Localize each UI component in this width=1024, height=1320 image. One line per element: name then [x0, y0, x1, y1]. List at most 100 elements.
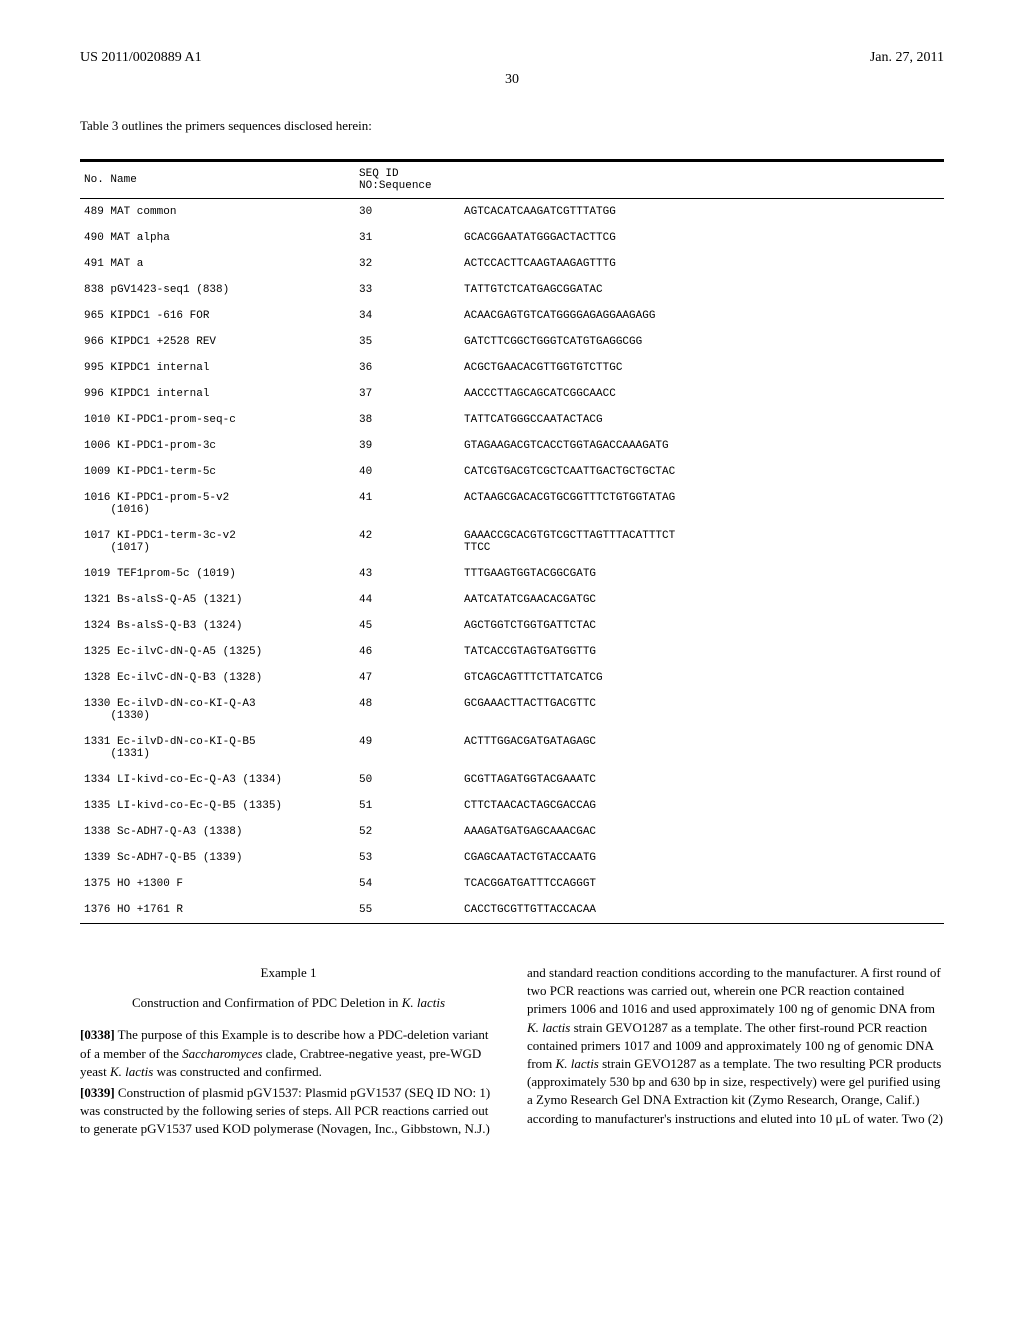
cell-sequence: GAAACCGCACGTGTCGCTTAGTTTACATTTCTTTCC [460, 523, 944, 561]
table-row: 995 KIPDC1 internal36ACGCTGAACACGTTGGTGT… [80, 355, 944, 381]
cell-no-name: 1334 LI-kivd-co-Ec-Q-A3 (1334) [80, 767, 355, 793]
table-row: 838 pGV1423-seq1 (838)33TATTGTCTCATGAGCG… [80, 277, 944, 303]
cell-seq-id: 43 [355, 561, 460, 587]
cell-sequence: ACAACGAGTGTCATGGGGAGAGGAAGAGG [460, 303, 944, 329]
cell-sequence: ACTCCACTTCAAGTAAGAGTTTG [460, 251, 944, 277]
cell-seq-id: 37 [355, 381, 460, 407]
table-row: 1321 Bs-alsS-Q-A5 (1321)44AATCATATCGAACA… [80, 587, 944, 613]
table-row: 1331 Ec-ilvD-dN-co-KI-Q-B5 (1331)49ACTTT… [80, 729, 944, 767]
table-row: 1016 KI-PDC1-prom-5-v2 (1016)41ACTAAGCGA… [80, 485, 944, 523]
cell-no-name: 489 MAT common [80, 199, 355, 226]
document-date: Jan. 27, 2011 [870, 50, 944, 66]
table-row: 1009 KI-PDC1-term-5c40CATCGTGACGTCGCTCAA… [80, 459, 944, 485]
table-row: 491 MAT a32ACTCCACTTCAAGTAAGAGTTTG [80, 251, 944, 277]
cell-sequence: CGAGCAATACTGTACCAATG [460, 845, 944, 871]
table-row: 996 KIPDC1 internal37AACCCTTAGCAGCATCGGC… [80, 381, 944, 407]
cell-no-name: 1375 HO +1300 F [80, 871, 355, 897]
table-intro: Table 3 outlines the primers sequences d… [80, 118, 944, 134]
document-id: US 2011/0020889 A1 [80, 50, 202, 66]
cell-sequence: GTAGAAGACGTCACCTGGTAGACCAAAGATG [460, 433, 944, 459]
cell-no-name: 1321 Bs-alsS-Q-A5 (1321) [80, 587, 355, 613]
cell-seq-id: 30 [355, 199, 460, 226]
cell-sequence: AGCTGGTCTGGTGATTCTAC [460, 613, 944, 639]
example-title: Example 1 [80, 964, 497, 982]
cell-no-name: 1330 Ec-ilvD-dN-co-KI-Q-A3 (1330) [80, 691, 355, 729]
table-row: 1339 Sc-ADH7-Q-B5 (1339)53CGAGCAATACTGTA… [80, 845, 944, 871]
cell-seq-id: 52 [355, 819, 460, 845]
cell-no-name: 490 MAT alpha [80, 225, 355, 251]
cell-sequence: TTTGAAGTGGTACGGCGATG [460, 561, 944, 587]
table-row: 966 KIPDC1 +2528 REV35GATCTTCGGCTGGGTCAT… [80, 329, 944, 355]
cell-sequence: CACCTGCGTTGTTACCACAA [460, 897, 944, 924]
cell-seq-id: 53 [355, 845, 460, 871]
cell-seq-id: 50 [355, 767, 460, 793]
table-row: 1335 LI-kivd-co-Ec-Q-B5 (1335)51CTTCTAAC… [80, 793, 944, 819]
cell-seq-id: 44 [355, 587, 460, 613]
table-row: 1338 Sc-ADH7-Q-A3 (1338)52AAAGATGATGAGCA… [80, 819, 944, 845]
cell-sequence: AGTCACATCAAGATCGTTTATGG [460, 199, 944, 226]
table-row: 490 MAT alpha31GCACGGAATATGGGACTACTTCG [80, 225, 944, 251]
header-no-name: No. Name [80, 161, 355, 199]
cell-seq-id: 48 [355, 691, 460, 729]
cell-no-name: 1338 Sc-ADH7-Q-A3 (1338) [80, 819, 355, 845]
cell-seq-id: 42 [355, 523, 460, 561]
table-row: 1324 Bs-alsS-Q-B3 (1324)45AGCTGGTCTGGTGA… [80, 613, 944, 639]
cell-seq-id: 49 [355, 729, 460, 767]
table-row: 1334 LI-kivd-co-Ec-Q-A3 (1334)50GCGTTAGA… [80, 767, 944, 793]
table-row: 1328 Ec-ilvC-dN-Q-B3 (1328)47GTCAGCAGTTT… [80, 665, 944, 691]
cell-sequence: TATTGTCTCATGAGCGGATAC [460, 277, 944, 303]
cell-sequence: ACTTTGGACGATGATAGAGC [460, 729, 944, 767]
table-row: 1325 Ec-ilvC-dN-Q-A5 (1325)46TATCACCGTAG… [80, 639, 944, 665]
cell-no-name: 1017 KI-PDC1-term-3c-v2 (1017) [80, 523, 355, 561]
cell-seq-id: 32 [355, 251, 460, 277]
cell-seq-id: 35 [355, 329, 460, 355]
cell-no-name: 1335 LI-kivd-co-Ec-Q-B5 (1335) [80, 793, 355, 819]
cell-no-name: 996 KIPDC1 internal [80, 381, 355, 407]
cell-no-name: 1006 KI-PDC1-prom-3c [80, 433, 355, 459]
primers-table: No. Name SEQ ID NO:Sequence 489 MAT comm… [80, 159, 944, 924]
cell-sequence: GTCAGCAGTTTCTTATCATCG [460, 665, 944, 691]
cell-sequence: GCGTTAGATGGTACGAAATC [460, 767, 944, 793]
table-row: 1006 KI-PDC1-prom-3c39GTAGAAGACGTCACCTGG… [80, 433, 944, 459]
cell-sequence: AAAGATGATGAGCAAACGAC [460, 819, 944, 845]
table-row: 965 KIPDC1 -616 FOR34ACAACGAGTGTCATGGGGA… [80, 303, 944, 329]
cell-no-name: 1325 Ec-ilvC-dN-Q-A5 (1325) [80, 639, 355, 665]
cell-no-name: 1010 KI-PDC1-prom-seq-c [80, 407, 355, 433]
cell-no-name: 1331 Ec-ilvD-dN-co-KI-Q-B5 (1331) [80, 729, 355, 767]
body-text: Example 1 Construction and Confirmation … [80, 964, 944, 1139]
cell-seq-id: 47 [355, 665, 460, 691]
paragraph-0338: [0338] The purpose of this Example is to… [80, 1026, 497, 1081]
cell-seq-id: 33 [355, 277, 460, 303]
cell-sequence: ACGCTGAACACGTTGGTGTCTTGC [460, 355, 944, 381]
cell-sequence: CATCGTGACGTCGCTCAATTGACTGCTGCTAC [460, 459, 944, 485]
cell-seq-id: 54 [355, 871, 460, 897]
cell-no-name: 1376 HO +1761 R [80, 897, 355, 924]
cell-no-name: 1324 Bs-alsS-Q-B3 (1324) [80, 613, 355, 639]
cell-no-name: 1009 KI-PDC1-term-5c [80, 459, 355, 485]
table-row: 489 MAT common30AGTCACATCAAGATCGTTTATGG [80, 199, 944, 226]
cell-seq-id: 40 [355, 459, 460, 485]
example-subtitle: Construction and Confirmation of PDC Del… [80, 994, 497, 1012]
cell-sequence: GCGAAACTTACTTGACGTTC [460, 691, 944, 729]
table-row: 1375 HO +1300 F54TCACGGATGATTTCCAGGGT [80, 871, 944, 897]
cell-seq-id: 39 [355, 433, 460, 459]
cell-sequence: TCACGGATGATTTCCAGGGT [460, 871, 944, 897]
cell-no-name: 995 KIPDC1 internal [80, 355, 355, 381]
table-row: 1017 KI-PDC1-term-3c-v2 (1017)42GAAACCGC… [80, 523, 944, 561]
cell-seq-id: 38 [355, 407, 460, 433]
cell-seq-id: 41 [355, 485, 460, 523]
cell-seq-id: 55 [355, 897, 460, 924]
cell-no-name: 1019 TEF1prom-5c (1019) [80, 561, 355, 587]
cell-no-name: 1339 Sc-ADH7-Q-B5 (1339) [80, 845, 355, 871]
cell-sequence: TATCACCGTAGTGATGGTTG [460, 639, 944, 665]
cell-sequence: AACCCTTAGCAGCATCGGCAACC [460, 381, 944, 407]
cell-seq-id: 46 [355, 639, 460, 665]
cell-sequence: AATCATATCGAACACGATGC [460, 587, 944, 613]
cell-seq-id: 45 [355, 613, 460, 639]
page-number: 30 [80, 72, 944, 88]
cell-seq-id: 51 [355, 793, 460, 819]
cell-no-name: 838 pGV1423-seq1 (838) [80, 277, 355, 303]
cell-sequence: TATTCATGGGCCAATACTACG [460, 407, 944, 433]
cell-no-name: 1016 KI-PDC1-prom-5-v2 (1016) [80, 485, 355, 523]
cell-sequence: GATCTTCGGCTGGGTCATGTGAGGCGG [460, 329, 944, 355]
